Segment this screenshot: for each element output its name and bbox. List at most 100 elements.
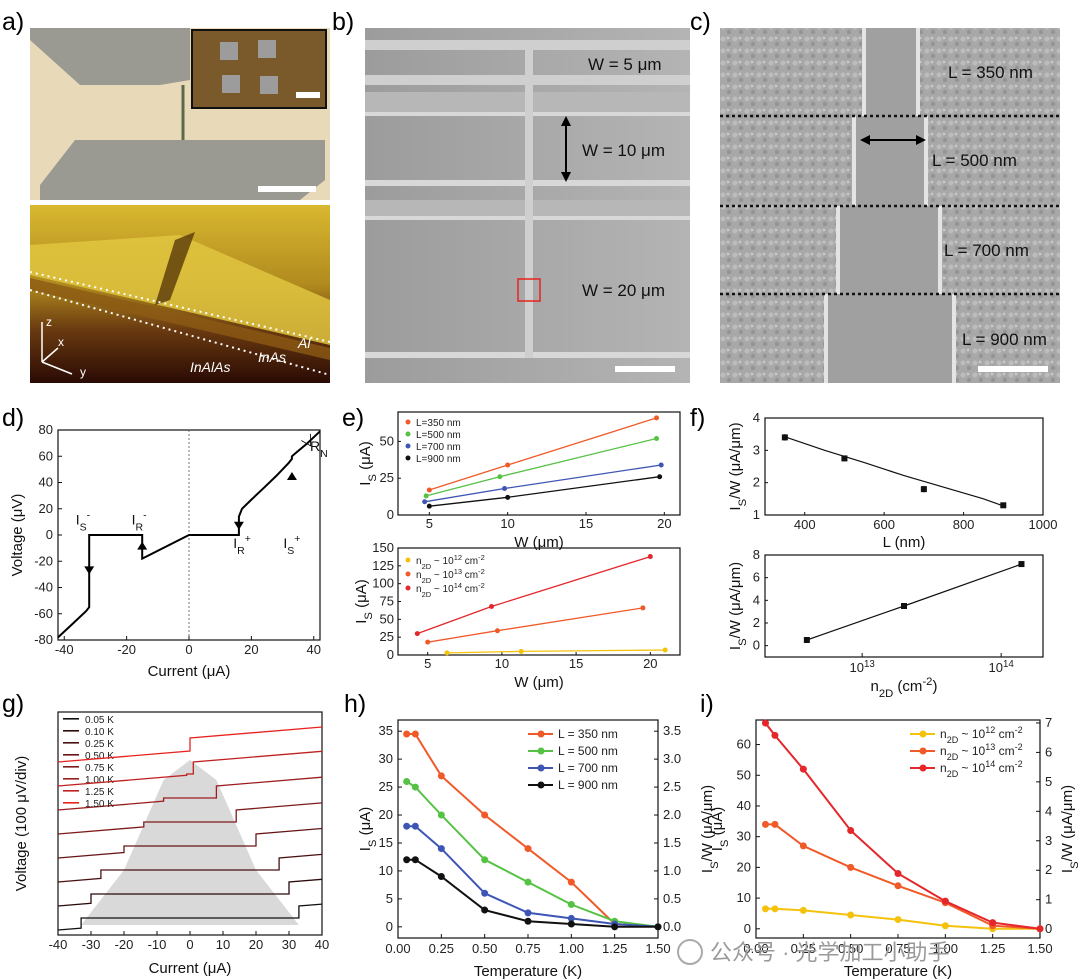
x-axis-label: L (nm) <box>883 534 926 551</box>
label-part: Temperature (K) <box>474 963 582 980</box>
legend-marker <box>405 455 411 461</box>
label-part: I <box>233 535 237 551</box>
legend-marker <box>405 443 411 449</box>
panel-b-sem-image: W = 5 μm W = 10 μm W = 20 μm <box>365 28 690 383</box>
label-part: ~ 10 <box>958 744 985 758</box>
label-part: I <box>709 847 726 851</box>
y-tick-label: 50 <box>380 433 394 448</box>
y-tick-label: 30 <box>737 829 751 844</box>
y2-tick-label: 2.5 <box>663 779 681 794</box>
panel-label-i: i) <box>700 690 714 718</box>
data-point <box>518 648 524 654</box>
y-axis-label: IS/W (μA/μm) <box>727 422 749 510</box>
legend-label: n2D ~ 1013 cm-2 <box>940 742 1023 762</box>
data-point <box>567 900 575 908</box>
label-part: ~ 10 <box>431 584 454 595</box>
label-part: Temperature (K) <box>844 963 952 980</box>
y2-tick-label: 1.5 <box>663 835 681 850</box>
y-tick-label: 0 <box>46 527 53 542</box>
label-part: 2D <box>947 752 959 762</box>
y2-tick-label: 5 <box>1045 774 1052 789</box>
axis-y: y <box>80 365 86 379</box>
data-point <box>403 730 411 738</box>
y-axis-label: IS (μA) <box>353 579 375 624</box>
x-tick-label: 5 <box>424 656 431 671</box>
panel-label-d: d) <box>2 404 24 432</box>
panel-label-e: e) <box>342 404 364 432</box>
y-axis-label: IS (μA) <box>709 807 731 852</box>
label-part: (μA) <box>357 807 374 840</box>
legend-marker <box>405 585 411 591</box>
panel-c-sem-image: L = 350 nm L = 500 nm L = 700 nm L = 900… <box>720 28 1060 383</box>
y2-tick-label: 3.0 <box>663 751 681 766</box>
legend-marker <box>537 747 545 755</box>
legend-marker <box>537 764 545 772</box>
x-tick-label: 1.50 <box>645 941 670 956</box>
g-trace-2 <box>57 853 323 883</box>
label-part: 2D <box>422 590 432 599</box>
x-tick-label: 0.00 <box>385 941 410 956</box>
data-point <box>761 905 769 913</box>
label-part: 10 <box>849 660 863 675</box>
label-part: I <box>76 512 80 528</box>
label-part: n <box>940 761 947 775</box>
legend-marker <box>405 431 411 437</box>
legend-label: n2D ~ 1013 cm-2 <box>416 567 485 585</box>
y-tick-label: 5 <box>386 891 393 906</box>
series-line-1 <box>765 823 1041 930</box>
g-trace-7 <box>57 726 323 763</box>
legend-marker <box>919 730 927 738</box>
y2-tick-label: 4 <box>1045 803 1052 818</box>
x-axis-label: W (μm) <box>514 534 563 551</box>
y-tick-label: 60 <box>39 448 53 463</box>
width-label-5: W = 5 μm <box>588 55 662 74</box>
label-part: - <box>87 510 91 522</box>
data-point <box>423 493 429 499</box>
label-part: W (μm) <box>514 534 563 551</box>
x-tick-label: -10 <box>148 937 167 952</box>
label-part: 12 <box>985 725 995 735</box>
legend-label: n2D ~ 1012 cm-2 <box>940 725 1023 745</box>
data-point <box>771 731 779 739</box>
label-part: -2 <box>1015 725 1023 735</box>
data-point <box>411 730 419 738</box>
x-tick-label: 0.25 <box>791 941 816 956</box>
x-tick-label: 1.00 <box>559 941 584 956</box>
legend-label: L = 900 nm <box>558 778 618 792</box>
y-tick-label: 20 <box>39 501 53 516</box>
legend-label: L=500 nm <box>416 430 461 441</box>
y-tick-label: 8 <box>753 547 760 562</box>
legend-swatch <box>63 718 79 720</box>
data-point <box>524 845 532 853</box>
f-bottom-line <box>806 563 1022 641</box>
panel-a-optical-image <box>30 28 330 200</box>
length-label-900: L = 900 nm <box>962 330 1047 349</box>
x-axis-label: W (μm) <box>514 674 563 691</box>
y2-tick-label: 2 <box>1045 862 1052 877</box>
label-part: L (nm) <box>883 534 926 551</box>
data-point <box>781 434 788 441</box>
data-point <box>654 923 662 931</box>
x-tick-label: 0.25 <box>429 941 454 956</box>
x-tick-label: 15 <box>569 656 583 671</box>
y-tick-label: 25 <box>380 629 394 644</box>
label-part: n <box>416 584 422 595</box>
label-part: I <box>727 506 744 510</box>
rn-slope-marker <box>301 433 312 447</box>
x-tick-label: 0 <box>186 937 193 952</box>
y-tick-label: 25 <box>379 779 393 794</box>
data-point <box>505 494 511 500</box>
chart-e-top-is-vs-w: 5 10 15 20 0 25 50 W (μm) IS (μA) L=350 nmL=500 n… <box>357 411 681 551</box>
afm-label-inas: InAs <box>258 349 286 365</box>
label-part: (cm <box>893 678 922 695</box>
y-tick-label: 50 <box>380 611 394 626</box>
label-part: I <box>727 646 744 650</box>
series-line-2 <box>417 555 651 635</box>
x-axis-label: Current (μA) <box>148 663 231 680</box>
legend-label: L=900 nm <box>416 454 461 465</box>
y-tick-label: 80 <box>39 422 53 437</box>
y2-tick-label: 0 <box>1045 921 1052 936</box>
y-tick-label: 4 <box>753 592 760 607</box>
label-part: 2D <box>947 769 959 779</box>
